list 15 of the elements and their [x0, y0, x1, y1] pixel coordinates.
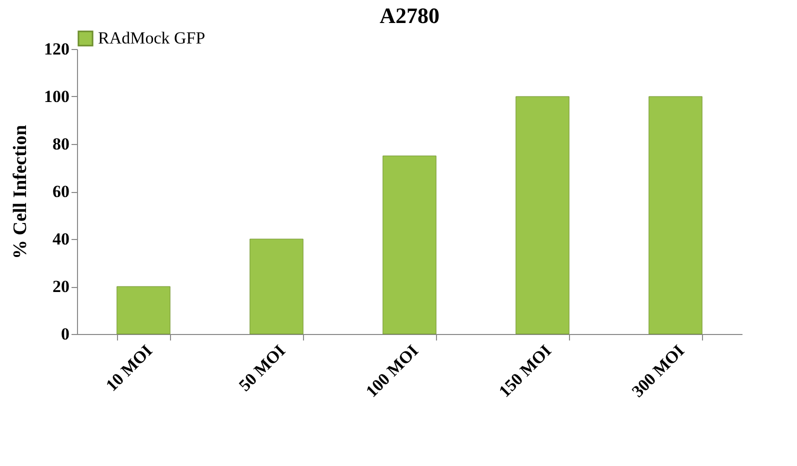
- y-tick-label: 60: [52, 182, 70, 201]
- bar: [250, 238, 304, 334]
- y-tick-label: 40: [52, 230, 70, 248]
- bar: [648, 96, 702, 334]
- y-axis-title: % Cell Infection: [10, 124, 31, 260]
- y-tick-label: 20: [52, 277, 70, 296]
- bar: [382, 156, 436, 334]
- bar: [516, 96, 570, 334]
- legend-label: RAdMock GFP: [98, 28, 206, 48]
- bar: [116, 286, 170, 334]
- y-tick-label: 0: [61, 324, 70, 344]
- y-tick-label: 80: [52, 134, 70, 154]
- chart-title: A2780: [380, 3, 440, 28]
- y-tick-label: 100: [44, 87, 70, 106]
- y-tick-label: 120: [44, 40, 70, 58]
